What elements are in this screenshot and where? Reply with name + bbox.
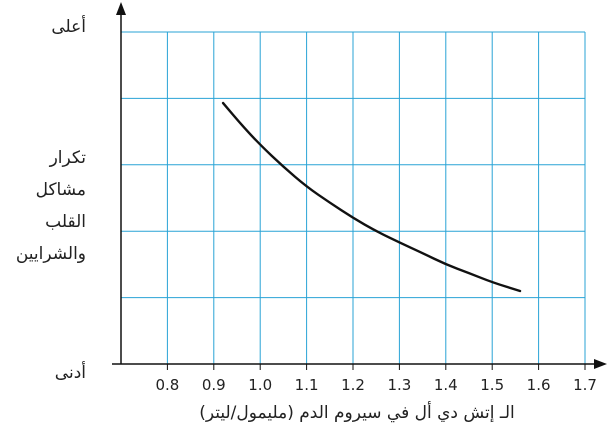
- y-axis-arrow: [116, 2, 126, 15]
- grid: [121, 31, 586, 364]
- x-tick-label: 1.1: [295, 376, 319, 394]
- x-tick-label: 1.3: [387, 376, 411, 394]
- x-axis-label: الـ إتش دي أل في سيروم الدم (مليمول/ليتر…: [199, 401, 515, 423]
- x-tick-label: 1.6: [527, 376, 551, 394]
- x-ticks: 0.8 0.9 1.0 1.1 1.2 1.3 1.4 1.5 1.6 1.7: [155, 364, 597, 394]
- y-axis-label-line: مشاكل: [36, 180, 86, 200]
- series-line: [221, 101, 522, 293]
- series: [221, 101, 522, 293]
- y-axis-label-line: القلب: [45, 212, 86, 232]
- y-bottom-label: أدنى: [55, 361, 86, 383]
- x-tick-label: 1.5: [480, 376, 504, 394]
- x-tick-label: 1.2: [341, 376, 365, 394]
- x-tick-label: 1.4: [434, 376, 458, 394]
- y-axis-label: تكرار مشاكل القلب والشرايين: [16, 148, 86, 264]
- x-tick-label: 1.0: [248, 376, 272, 394]
- x-tick-label: 0.9: [202, 376, 226, 394]
- x-tick-label: 1.7: [573, 376, 597, 394]
- axes: [112, 2, 607, 369]
- y-axis-label-line: تكرار: [49, 148, 87, 168]
- x-axis-arrow: [594, 359, 607, 369]
- x-tick-label: 0.8: [155, 376, 179, 394]
- y-top-label: أعلى: [51, 15, 86, 37]
- y-axis-label-line: والشرايين: [16, 244, 86, 264]
